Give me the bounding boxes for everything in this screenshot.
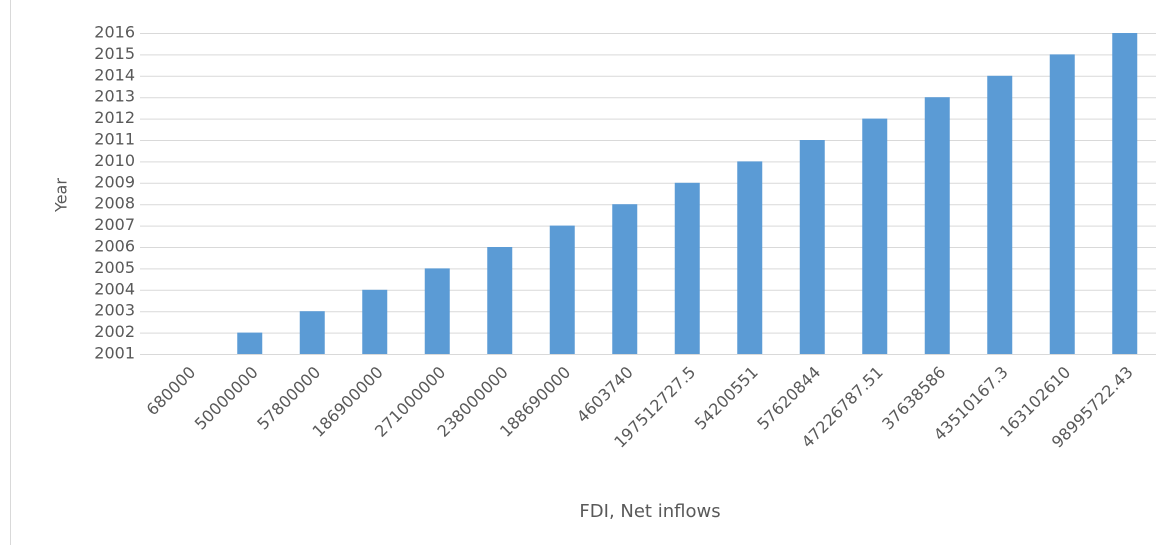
y-tick-label: 2005 [94,258,135,277]
y-axis-title: Year [52,178,71,213]
bar [862,118,888,354]
y-tick-label: 2001 [94,344,135,363]
bar [424,268,450,354]
y-tick-label: 2009 [94,172,135,191]
y-tick-label: 2008 [94,194,135,213]
y-tick-label: 2002 [94,322,135,341]
bar [237,332,263,354]
bar [924,97,950,354]
bar [987,75,1013,355]
y-tick-label: 2003 [94,301,135,320]
y-tick-label: 2007 [94,215,135,234]
x-tick-label: 4603740 [573,363,637,427]
y-tick-label: 2006 [94,237,135,256]
y-tick-label: 2010 [94,151,135,170]
x-axis-title: FDI, Net inflows [579,501,720,522]
x-tick-label: 680000 [143,363,200,420]
bar [549,225,575,354]
y-tick-label: 2011 [94,130,135,149]
bar [674,182,700,354]
bar [1112,33,1138,354]
bar [612,204,638,354]
bar [299,311,325,354]
bar [737,161,763,354]
bar [799,140,825,354]
y-tick-label: 2016 [94,23,135,42]
x-tick-label: 50000000 [191,363,262,434]
bar [362,289,388,354]
y-tick-label: 2012 [94,108,135,127]
x-tick-label: 54200551 [691,363,762,434]
y-tick-label: 2014 [94,65,135,84]
y-tick-label: 2004 [94,279,135,298]
y-tick-label: 2015 [94,44,135,63]
bar [1049,54,1075,355]
bar [487,247,513,354]
y-tick-label: 2013 [94,87,135,106]
